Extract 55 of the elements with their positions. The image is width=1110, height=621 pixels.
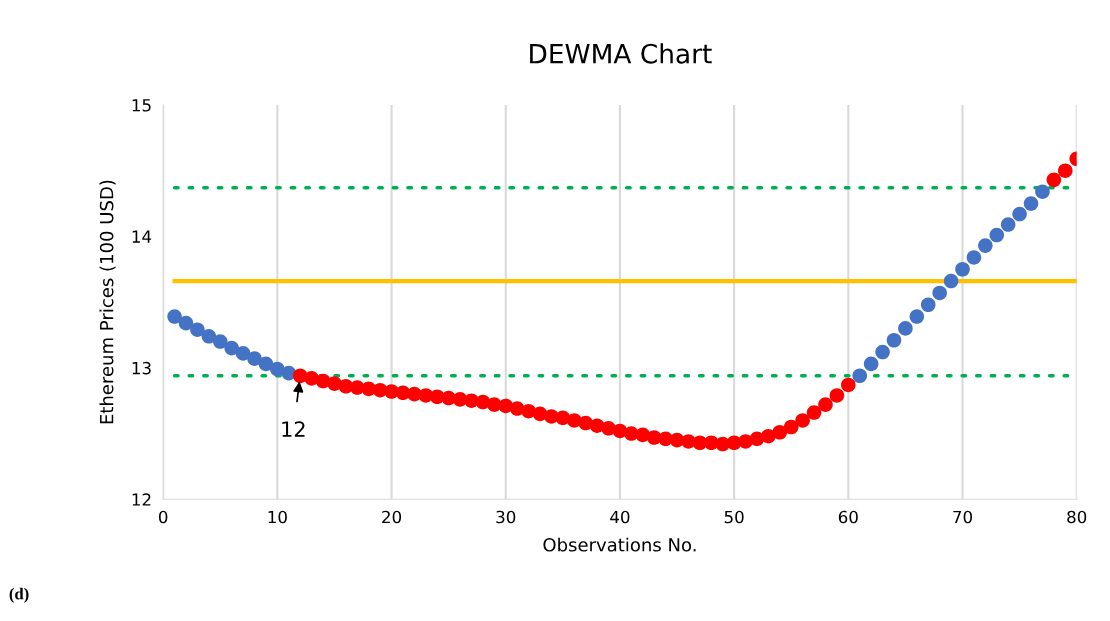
point: [795, 413, 810, 428]
point: [806, 405, 822, 420]
point: [201, 329, 217, 344]
x-tick-label: 30: [496, 510, 516, 524]
point: [989, 227, 1005, 243]
point: [863, 356, 879, 372]
point: [1058, 163, 1073, 178]
point: [212, 334, 228, 349]
point: [909, 309, 925, 324]
point: [178, 315, 194, 331]
point: [190, 322, 205, 337]
point: [224, 340, 239, 356]
point: [898, 321, 913, 336]
x-tick-label: 80: [1067, 510, 1087, 524]
x-tick-label: 50: [724, 510, 744, 524]
x-axis-title: Observations No.: [543, 537, 696, 552]
point: [1000, 217, 1016, 232]
y-tick-label: 12: [132, 493, 151, 506]
point: [1023, 196, 1039, 211]
point: [247, 351, 262, 366]
y-tick-label: 13: [132, 361, 151, 375]
point: [875, 344, 890, 360]
chart-title: DEWMA Chart: [530, 43, 712, 64]
y-axis-title: Ethereum Prices (100 USD): [99, 180, 116, 424]
point: [852, 368, 868, 384]
point: [258, 356, 274, 372]
point: [829, 388, 845, 403]
point: [932, 285, 947, 301]
x-tick-label: 70: [953, 510, 973, 524]
x-tick-label: 10: [268, 510, 287, 524]
point: [943, 273, 959, 289]
point: [783, 419, 799, 435]
x-tick-label: 60: [838, 510, 858, 524]
point: [978, 238, 993, 253]
point: [761, 428, 776, 444]
point: [920, 297, 936, 313]
y-tick-label: 15: [132, 99, 151, 112]
x-tick-label: 20: [382, 510, 402, 524]
x-tick-label: 0: [158, 510, 168, 524]
point: [818, 397, 833, 412]
point: [270, 361, 285, 377]
y-tick-label: 14: [132, 230, 152, 243]
point: [966, 250, 982, 265]
text: (d): [9, 587, 29, 603]
point: [167, 309, 182, 324]
point: [772, 424, 788, 440]
point: [1035, 184, 1050, 199]
x-tick-label: 40: [610, 510, 630, 524]
annotation: 12: [282, 421, 305, 437]
point: [841, 377, 856, 393]
point: [1046, 172, 1062, 188]
point: [1012, 206, 1027, 222]
point: [955, 261, 970, 277]
point: [235, 346, 251, 361]
point: [886, 332, 902, 348]
